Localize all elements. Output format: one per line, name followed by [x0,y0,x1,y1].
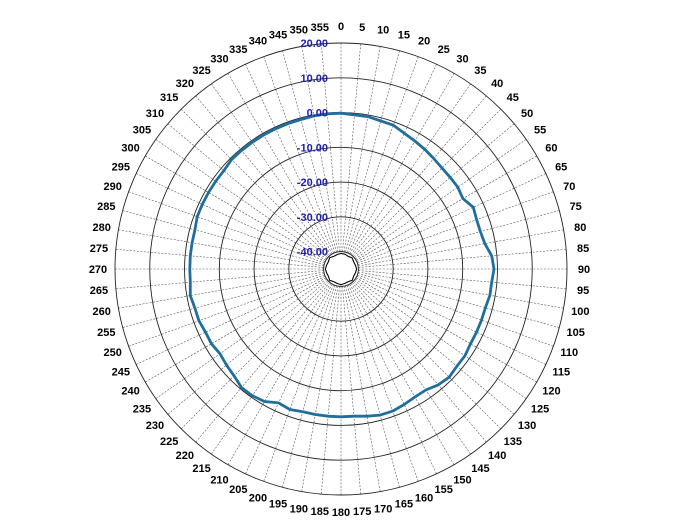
angle-tick-label-90: 90 [578,264,590,276]
angle-tick-label-175: 175 [353,506,371,518]
angle-tick-label-85: 85 [577,243,589,255]
angle-tick-label-195: 195 [269,499,287,511]
angle-tick-label-335: 335 [229,44,247,56]
angle-tick-label-355: 355 [311,22,329,34]
angle-tick-label-225: 225 [160,436,178,448]
angle-tick-label-320: 320 [176,78,194,90]
angle-tick-label-190: 190 [290,503,308,515]
angle-tick-label-165: 165 [395,499,413,511]
radial-tick-labels: -40.00 -30.00 -20.00 -10.00 0.00 10.00 20.00 [297,38,328,259]
series-layer [188,111,496,419]
ring--20 [253,181,429,357]
angle-tick-label-65: 65 [555,161,567,173]
series-line-1 [324,252,358,286]
angle-tick-label-270: 270 [89,264,107,276]
angle-tick-label-300: 300 [121,143,139,155]
angle-tick-label-220: 220 [176,450,194,462]
radial-tick-label: -20.00 [297,177,328,189]
angle-tick-label-35: 35 [474,65,486,77]
angle-tick-label-5: 5 [359,22,365,34]
angle-tick-label-120: 120 [542,386,560,398]
radial-tick-label: 10.00 [300,73,328,85]
angle-tick-label-10: 10 [377,25,389,37]
angle-tick-label-305: 305 [133,125,151,137]
angular-grid [115,43,567,495]
angle-tick-label-30: 30 [456,54,468,66]
angle-tick-label-155: 155 [435,484,453,496]
angle-tick-label-80: 80 [574,222,586,234]
angle-tick-label-215: 215 [192,463,210,475]
radial-tick-label: -40.00 [297,247,328,259]
angle-tick-label-350: 350 [290,25,308,37]
angle-tick-label-115: 115 [552,367,570,379]
angle-tick-label-125: 125 [531,403,549,415]
angle-tick-label-255: 255 [97,327,115,339]
angle-tick-label-210: 210 [210,474,228,486]
angle-tick-label-235: 235 [133,403,151,415]
angle-tick-label-145: 145 [471,463,489,475]
angle-tick-label-110: 110 [560,347,578,359]
angle-tick-label-185: 185 [311,506,329,518]
angle-tick-label-180: 180 [332,507,350,519]
angle-tick-label-200: 200 [249,492,267,504]
angle-tick-label-130: 130 [518,420,536,432]
angle-tick-label-330: 330 [210,54,228,66]
angle-tick-label-325: 325 [192,65,210,77]
angle-tick-label-50: 50 [521,108,533,120]
angle-tick-label-290: 290 [104,181,122,193]
ring-20 [114,42,568,496]
angle-tick-label-160: 160 [415,492,433,504]
radial-tick-label: 0.00 [307,108,328,120]
angle-tick-label-25: 25 [438,44,450,56]
angle-tick-label-150: 150 [453,474,471,486]
angle-tick-label-345: 345 [269,29,287,41]
angle-tick-label-105: 105 [567,327,585,339]
angle-tick-label-140: 140 [488,450,506,462]
angle-tick-label-15: 15 [398,29,410,41]
angle-tick-label-280: 280 [93,222,111,234]
ring--10 [218,146,464,392]
angle-tick-label-20: 20 [418,36,430,48]
angle-tick-label-60: 60 [545,143,557,155]
angle-tick-label-265: 265 [90,285,108,297]
angle-tick-label-55: 55 [534,125,546,137]
angle-tick-label-285: 285 [97,201,115,213]
ring-10 [149,77,533,461]
series-line-0 [188,111,496,419]
radial-tick-label: -30.00 [297,212,328,224]
angle-tick-label-315: 315 [160,92,178,104]
angle-tick-label-340: 340 [249,36,267,48]
angle-tick-label-95: 95 [577,285,589,297]
angle-tick-label-0: 0 [338,21,344,33]
angle-tick-label-230: 230 [146,420,164,432]
angle-tick-label-40: 40 [491,78,503,90]
radial-tick-label: 20.00 [300,38,328,50]
ring--40 [323,251,359,287]
angle-tick-label-170: 170 [374,503,392,515]
radial-tick-label: -10.00 [297,142,328,154]
angle-tick-label-45: 45 [507,92,519,104]
angle-tick-label-75: 75 [570,201,582,213]
angle-tick-label-100: 100 [571,306,589,318]
angle-tick-label-240: 240 [121,386,139,398]
angle-tick-label-275: 275 [90,243,108,255]
angle-tick-label-205: 205 [229,484,247,496]
angle-tick-label-135: 135 [504,436,522,448]
angle-tick-label-70: 70 [563,181,575,193]
angle-tick-label-250: 250 [104,347,122,359]
angle-tick-label-245: 245 [112,367,130,379]
angle-tick-label-310: 310 [146,108,164,120]
ring--30 [288,216,394,322]
angle-tick-label-295: 295 [112,161,130,173]
angle-tick-label-260: 260 [93,306,111,318]
